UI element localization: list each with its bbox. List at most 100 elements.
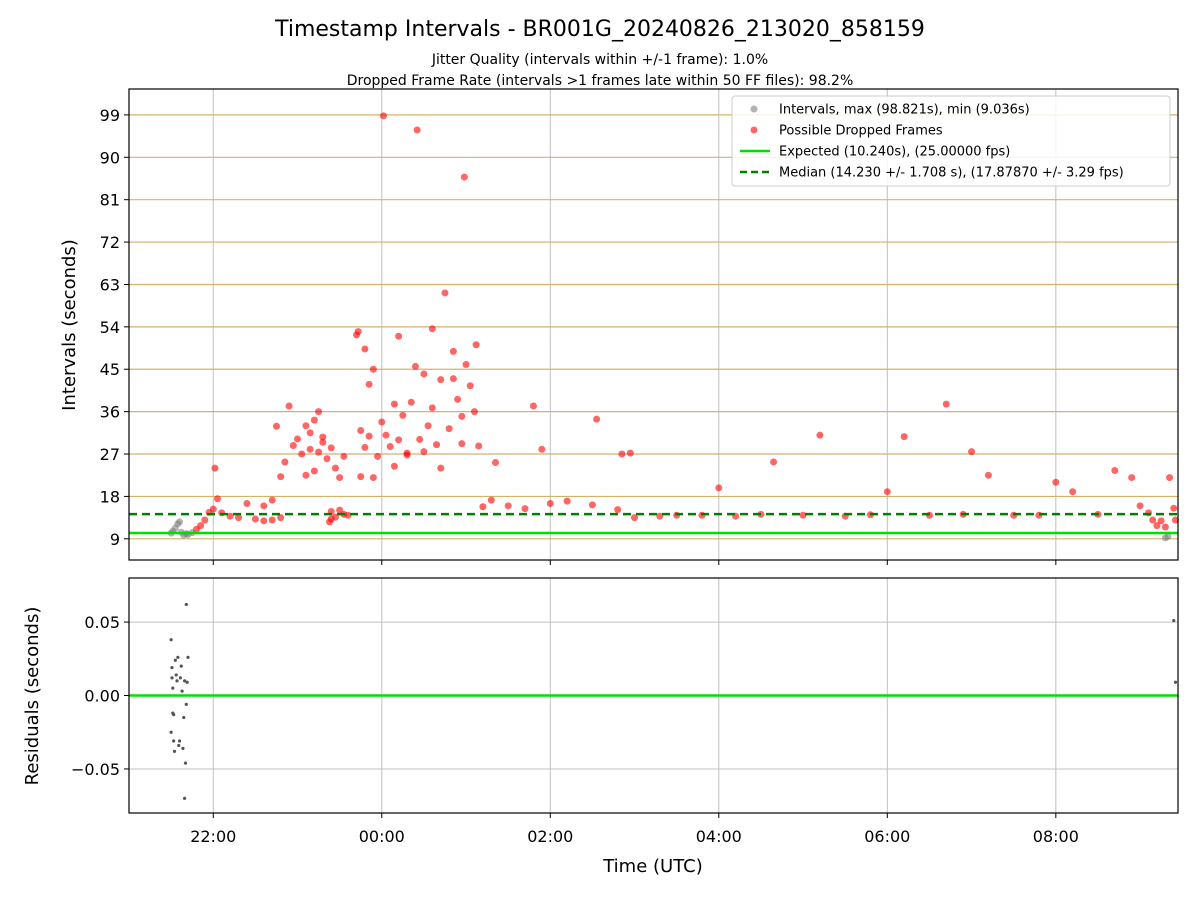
legend-box	[731, 95, 1171, 187]
dropped-frame-point	[1149, 516, 1157, 524]
dropped-frame-point	[211, 464, 219, 472]
residual-point	[169, 730, 173, 734]
dropped-frame-point	[475, 442, 483, 450]
dropped-frame-point	[336, 474, 344, 482]
chart-subtitle-jitter: Jitter Quality (intervals within +/-1 fr…	[431, 52, 768, 68]
dropped-frame-point	[1153, 522, 1161, 530]
dropped-frame-point	[213, 495, 221, 503]
dropped-frame-point	[472, 341, 480, 349]
residual-point	[184, 702, 188, 706]
residual-point	[175, 679, 179, 683]
dropped-frame-point	[326, 518, 334, 526]
dropped-frame-point	[268, 496, 276, 504]
dropped-frame-point	[618, 450, 626, 458]
dropped-frame-point	[197, 522, 205, 530]
residual-point	[1173, 680, 1178, 684]
dropped-frame-point	[428, 404, 436, 412]
dropped-frame-point	[424, 422, 432, 430]
dropped-frame-point	[260, 517, 268, 525]
dropped-frame-point	[201, 516, 209, 524]
dropped-frame-point	[521, 505, 529, 513]
residuals-scatter	[169, 602, 1178, 800]
dropped-frame-point	[433, 441, 441, 449]
dropped-frame-point	[1069, 488, 1077, 496]
dropped-frame-point	[403, 449, 411, 457]
residual-point	[183, 796, 187, 800]
intervals-y-tick-label: 9	[110, 530, 120, 549]
dropped-frame-point	[209, 505, 217, 513]
dropped-frame-point	[374, 452, 382, 460]
dropped-frame-point	[656, 512, 664, 520]
legend-marker-dropped	[750, 126, 758, 134]
x-tick-label: 00:00	[359, 827, 405, 846]
residual-point	[181, 746, 185, 750]
dropped-frame-point	[1170, 504, 1178, 512]
dropped-frame-point	[546, 499, 554, 507]
intervals-y-tick-label: 27	[100, 445, 120, 464]
x-tick-label: 22:00	[190, 827, 236, 846]
dropped-frame-point	[281, 458, 289, 466]
dropped-frame-point	[626, 449, 634, 457]
dropped-frame-point	[413, 126, 421, 134]
dropped-frame-point	[340, 452, 348, 460]
residual-point	[178, 676, 182, 680]
dropped-frame-point	[588, 501, 596, 509]
intervals-y-axis-label: Intervals (seconds)	[59, 239, 80, 411]
x-tick-label: 06:00	[864, 827, 910, 846]
dropped-frame-point	[428, 325, 436, 333]
dropped-frame-point	[449, 347, 457, 355]
dropped-frame-point	[1157, 517, 1165, 525]
dropped-frame-point	[357, 426, 365, 434]
dropped-frame-point	[437, 376, 445, 384]
dropped-frame-point	[479, 503, 487, 511]
dropped-frame-point	[260, 502, 268, 510]
dropped-frame-point	[593, 415, 601, 423]
dropped-frame-point	[306, 429, 314, 437]
intervals-y-tick-label: 90	[100, 148, 120, 167]
dropped-frame-point	[883, 488, 891, 496]
legend-label-intervals: Intervals, max (98.821s), min (9.036s)	[779, 103, 1030, 118]
dropped-frame-point	[277, 514, 285, 522]
legend-marker-intervals	[750, 105, 758, 113]
dropped-frame-point	[378, 418, 386, 426]
legend-label-median: Median (14.230 +/- 1.708 s), (17.87870 +…	[779, 166, 1124, 181]
residuals-y-axis-label: Residuals (seconds)	[22, 607, 43, 786]
dropped-frame-point	[1128, 474, 1136, 482]
residual-point	[176, 655, 180, 659]
dropped-frame-point	[354, 328, 362, 336]
dropped-frame-point	[369, 474, 377, 482]
residual-point	[177, 743, 181, 748]
chart-subtitle-dropped: Dropped Frame Rate (intervals >1 frames …	[347, 73, 854, 89]
residual-point	[171, 686, 175, 690]
intervals-y-tick-label: 18	[100, 487, 120, 506]
dropped-frame-point	[900, 433, 908, 441]
residuals-y-ticks: −0.05 0.00 0.05	[71, 613, 129, 779]
dropped-frame-point	[1171, 516, 1179, 524]
dropped-frame-point	[369, 365, 377, 373]
reference-lines	[129, 512, 1178, 535]
residual-point	[170, 665, 174, 670]
dropped-frame-point	[226, 512, 234, 520]
dropped-frame-point	[1166, 474, 1174, 482]
dropped-frame-point	[272, 422, 280, 430]
dropped-frame-point	[285, 402, 293, 410]
intervals-y-tick-label: 36	[100, 403, 120, 422]
dropped-frame-point	[319, 433, 327, 441]
dropped-frame-point	[327, 444, 335, 452]
dropped-frame-point	[816, 431, 824, 439]
intervals-y-tick-label: 45	[100, 360, 120, 379]
dropped-frame-point	[310, 416, 318, 424]
residuals-panel: −0.05 0.00 0.05 22:00 00:00 02:00 04:00 06:00 0…	[22, 577, 1179, 877]
dropped-frame-point	[437, 464, 445, 472]
dropped-frame-point	[984, 471, 992, 479]
intervals-panel: 9 18 27 36 45 54 63 72 81 90 99 Intervals (seconds…	[59, 88, 1179, 565]
dropped-frame-point	[1052, 478, 1060, 486]
dropped-frame-point	[470, 408, 478, 416]
residuals-y-tick-label: 0.05	[84, 613, 120, 632]
dropped-frame-point	[306, 445, 314, 453]
intervals-x-ticks	[212, 560, 1057, 565]
residual-point	[177, 739, 182, 743]
x-tick-label: 04:00	[696, 827, 742, 846]
dropped-frame-point	[563, 497, 571, 505]
dropped-frame-point	[344, 511, 352, 519]
